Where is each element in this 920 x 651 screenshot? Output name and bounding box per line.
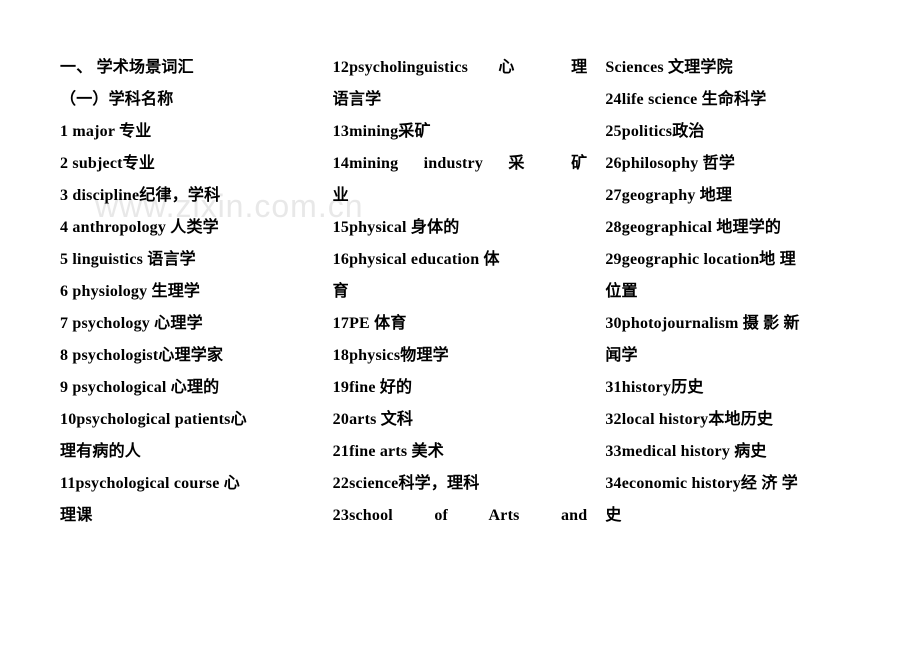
vocab-line: 34economic history经 济 学: [605, 468, 860, 500]
vocab-line: 13mining采矿: [333, 116, 588, 148]
vocab-line: 25politics政治: [605, 116, 860, 148]
vocab-line: 14mining industry 采 矿: [333, 148, 588, 180]
vocab-line: 11psychological course 心: [60, 468, 315, 500]
vocab-line: 15physical 身体的: [333, 212, 588, 244]
vocab-line: 业: [333, 180, 588, 212]
vocab-line: 2 subject专业: [60, 148, 315, 180]
vocab-line: 16physical education 体: [333, 244, 588, 276]
vocab-line: 19fine 好的: [333, 372, 588, 404]
vocab-line: 史: [605, 500, 860, 532]
vocab-line: 4 anthropology 人类学: [60, 212, 315, 244]
vocab-line: 理课: [60, 500, 315, 532]
vocab-line: 32local history本地历史: [605, 404, 860, 436]
vocab-line: 23school of Arts and: [333, 500, 588, 532]
vocab-line: 理有病的人: [60, 436, 315, 468]
vocab-line: 一、 学术场景词汇: [60, 52, 315, 84]
vocab-line: 10psychological patients心: [60, 404, 315, 436]
vocab-line: 21fine arts 美术: [333, 436, 588, 468]
vocab-line: 26philosophy 哲学: [605, 148, 860, 180]
vocab-line: 7 psychology 心理学: [60, 308, 315, 340]
vocab-line: 3 discipline纪律，学科: [60, 180, 315, 212]
vocab-line: 5 linguistics 语言学: [60, 244, 315, 276]
vocab-line: 位置: [605, 276, 860, 308]
vocab-line: 31history历史: [605, 372, 860, 404]
vocab-line: （一）学科名称: [60, 84, 315, 116]
column-3: Sciences 文理学院24life science 生命科学25politi…: [605, 52, 860, 532]
vocab-line: 语言学: [333, 84, 588, 116]
vocab-line: Sciences 文理学院: [605, 52, 860, 84]
vocab-line: 33medical history 病史: [605, 436, 860, 468]
vocab-line: 27geography 地理: [605, 180, 860, 212]
vocab-line: 1 major 专业: [60, 116, 315, 148]
vocab-line: 18physics物理学: [333, 340, 588, 372]
vocab-line: 8 psychologist心理学家: [60, 340, 315, 372]
column-1: 一、 学术场景词汇（一）学科名称1 major 专业2 subject专业3 d…: [60, 52, 315, 532]
vocab-line: 28geographical 地理学的: [605, 212, 860, 244]
vocab-line: 6 physiology 生理学: [60, 276, 315, 308]
vocab-line: 17PE 体育: [333, 308, 588, 340]
vocabulary-columns: 一、 学术场景词汇（一）学科名称1 major 专业2 subject专业3 d…: [60, 52, 860, 532]
vocab-line: 20arts 文科: [333, 404, 588, 436]
vocab-line: 24life science 生命科学: [605, 84, 860, 116]
vocab-line: 22science科学，理科: [333, 468, 588, 500]
vocab-line: 12psycholinguistics 心 理: [333, 52, 588, 84]
vocab-line: 闻学: [605, 340, 860, 372]
vocab-line: 9 psychological 心理的: [60, 372, 315, 404]
vocab-line: 30photojournalism 摄 影 新: [605, 308, 860, 340]
column-2: 12psycholinguistics 心 理语言学13mining采矿14mi…: [333, 52, 588, 532]
vocab-line: 29geographic location地 理: [605, 244, 860, 276]
vocab-line: 育: [333, 276, 588, 308]
